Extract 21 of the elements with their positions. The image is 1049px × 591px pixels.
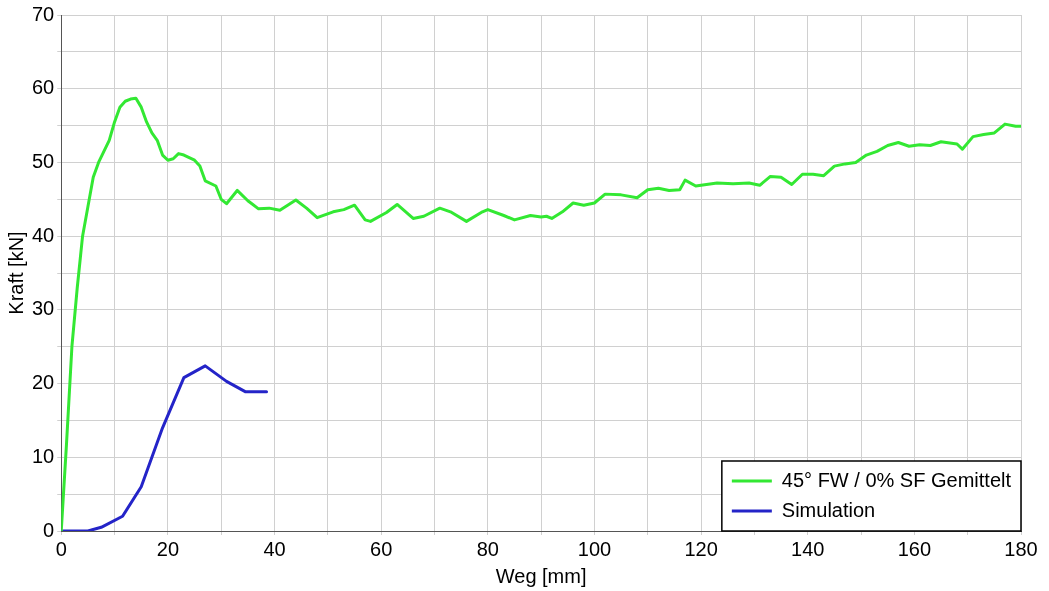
legend-label: 45° FW / 0% SF Gemittelt	[781, 468, 1012, 491]
y-tick-label: 10	[32, 444, 55, 467]
y-tick-label: 20	[32, 371, 55, 394]
x-tick-label: 40	[263, 537, 286, 560]
x-axis-title: Weg [mm]	[495, 564, 587, 587]
y-tick-label: 70	[32, 2, 55, 25]
y-tick-label: 50	[32, 149, 55, 172]
y-tick-label: 30	[32, 297, 55, 320]
x-tick-label: 140	[791, 537, 825, 560]
x-tick-label: 60	[370, 537, 393, 560]
y-axis-title: Kraft [kN]	[4, 231, 27, 315]
x-tick-label: 120	[684, 537, 718, 560]
x-tick-label: 180	[1004, 537, 1038, 560]
x-tick-label: 160	[897, 537, 932, 560]
y-tick-label: 0	[43, 518, 55, 541]
x-tick-label: 100	[577, 537, 612, 560]
y-tick-label: 60	[32, 76, 55, 99]
x-tick-label: 80	[476, 537, 499, 560]
legend-label: Simulation	[781, 498, 876, 521]
x-tick-label: 20	[156, 537, 180, 560]
y-tick-label: 40	[32, 223, 55, 246]
